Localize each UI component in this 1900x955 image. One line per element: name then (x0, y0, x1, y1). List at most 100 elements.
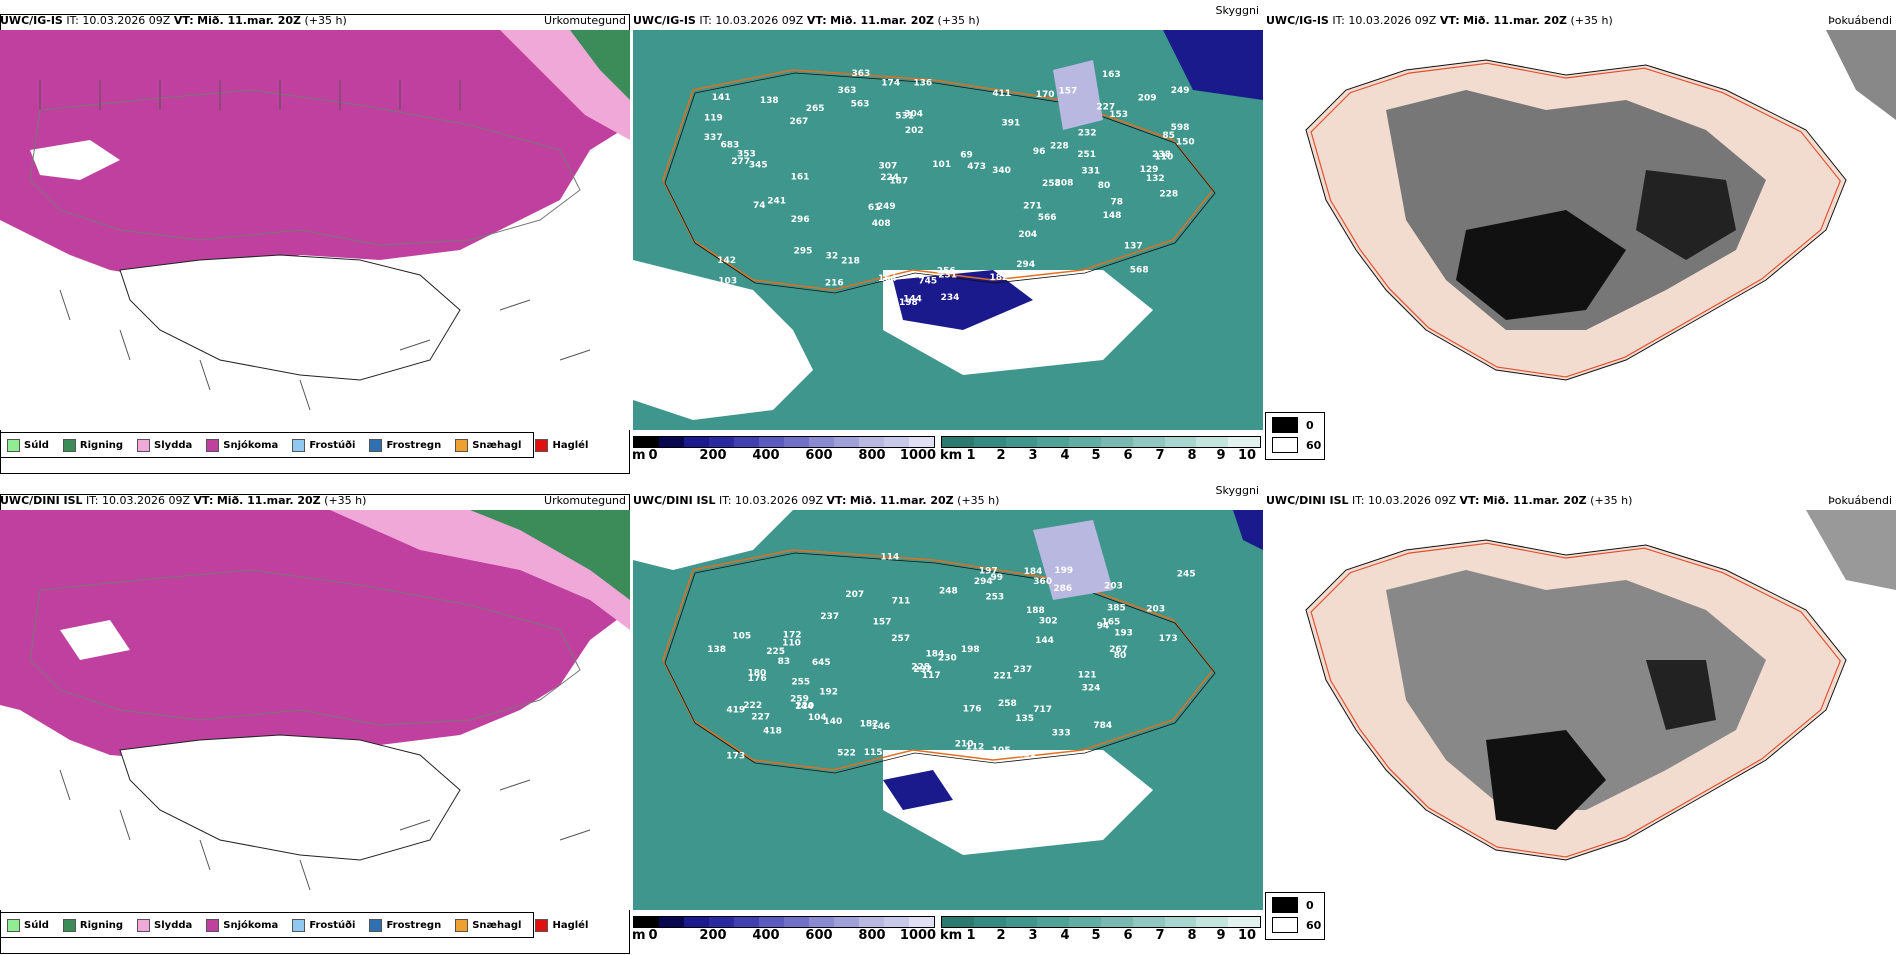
visibility-label: 172 (783, 630, 802, 640)
legend-item: Slydda (137, 438, 192, 452)
scale-ticks: 0 200 400 600 800 1000 (633, 448, 936, 464)
model-name: UWC/IG-IS (1266, 14, 1329, 27)
precip-map-svg (0, 510, 630, 910)
legend-item: Haglél (535, 918, 588, 932)
visibility-label: 182 (860, 719, 879, 729)
panel-header: UWC/DINI ISL IT: 10.03.2026 09Z VT: Mið.… (0, 494, 632, 508)
visibility-label: 253 (985, 593, 1004, 603)
visibility-label: 173 (1159, 634, 1178, 644)
visibility-label: 170 (1036, 90, 1055, 100)
visibility-label: 711 (892, 597, 911, 607)
legend-swatch (206, 438, 220, 452)
km-colorbar (941, 916, 1261, 928)
visibility-label: 419 (726, 706, 745, 716)
scale-tick: 6 (1123, 448, 1133, 463)
visibility-label: 144 (903, 294, 922, 304)
lead-time: (+35 h) (937, 14, 980, 27)
visibility-label: 119 (704, 114, 723, 124)
panel-header: UWC/IG-IS IT: 10.03.2026 09Z VT: Mið. 11… (0, 14, 632, 28)
visibility-label: 141 (712, 93, 731, 103)
visibility-label: 302 (1039, 616, 1058, 626)
model-name: UWC/IG-IS (0, 14, 63, 27)
visibility-label: 182 (990, 273, 1009, 283)
visibility-map: 568 353 209 224 391 238 161 363 228 142 295 202 408 4… (633, 30, 1263, 430)
panel-header: UWC/DINI ISL IT: 10.03.2026 09Z VT: Mið.… (633, 484, 1265, 508)
legend-swatch (7, 918, 20, 932)
legend-swatch (369, 438, 383, 452)
visibility-label: 146 (871, 722, 890, 732)
precip-map-svg (0, 30, 630, 430)
panel-title: Þokuábendi (1828, 494, 1892, 507)
visibility-label: 69 (960, 151, 973, 161)
scale-tick: 0 (648, 448, 658, 463)
scale-unit: m (632, 928, 646, 943)
visibility-label: 645 (812, 658, 831, 668)
lead-time: (+35 h) (957, 494, 1000, 507)
legend-item: Frostúði (292, 918, 355, 932)
precip-type-panel: UWC/DINI ISL IT: 10.03.2026 09Z VT: Mið.… (0, 480, 632, 955)
scale-tick: 4 (1060, 928, 1070, 943)
visibility-label: 105 (992, 746, 1011, 756)
visibility-labels: 418 199 227 645 188 255 220 385 302 198 135 117 114 7… (707, 552, 1195, 781)
scale-tick: 9 (1216, 448, 1226, 463)
visibility-label: 232 (1078, 129, 1097, 139)
visibility-label: 198 (961, 645, 980, 655)
visibility-label: 80 (1114, 651, 1127, 661)
lead-time: (+35 h) (304, 14, 347, 27)
precip-legend: Súld Rigning Slydda Snjókoma Frostúði Fr… (0, 432, 588, 458)
vt-value: Mið. 11.mar. 20Z (216, 494, 321, 507)
visibility-label: 115 (864, 748, 883, 758)
visibility-label: 112 (966, 743, 985, 753)
scale-tick: 400 (752, 448, 780, 463)
visibility-label: 216 (825, 279, 844, 289)
scale-tick: 7 (1155, 928, 1165, 943)
visibility-map: 418 199 227 645 188 255 220 385 302 198 135 117 114 7… (633, 510, 1263, 910)
visibility-label: 157 (1059, 87, 1078, 97)
visibility-label: 717 (1033, 705, 1052, 715)
visibility-label: 385 (1107, 603, 1126, 613)
visibility-label: 295 (794, 247, 813, 257)
scale-tick: 5 (1091, 928, 1101, 943)
model-name: UWC/IG-IS (633, 14, 696, 27)
visibility-label: 251 (1077, 150, 1096, 160)
visibility-label: 184 (926, 649, 945, 659)
visibility-label: 227 (751, 713, 770, 723)
vt-value: Mið. 11.mar. 20Z (1463, 14, 1567, 27)
legend-item: 0 (1272, 417, 1314, 433)
legend-item: Súld (7, 918, 49, 932)
visibility-label: 308 (1055, 178, 1074, 188)
height-scalebar: m 0 200 400 600 800 1000 (632, 436, 936, 474)
panel-title: Úrkomutegund (544, 14, 626, 27)
legend-swatch (206, 918, 220, 932)
fog-map (1266, 510, 1896, 910)
visibility-label: 132 (1146, 174, 1165, 184)
vt-value: Mið. 11.mar. 20Z (830, 14, 934, 27)
legend-item: Frostregn (369, 918, 441, 932)
visibility-label: 473 (967, 162, 986, 172)
legend-swatch (535, 438, 549, 452)
visibility-label: 340 (992, 166, 1011, 176)
visibility-label: 345 (749, 161, 768, 171)
legend-item: Snjókoma (206, 438, 278, 452)
visibility-label: 363 (838, 86, 857, 96)
it-label: IT: (699, 14, 712, 27)
visibility-label: 231 (938, 271, 957, 281)
visibility-label: 110 (1155, 152, 1174, 162)
vt-value: Mið. 11.mar. 20Z (197, 14, 301, 27)
visibility-label: 140 (824, 717, 843, 727)
scale-unit: m (632, 448, 646, 463)
visibility-label: 221 (993, 672, 1012, 682)
legend-item: Haglél (535, 438, 588, 452)
visibility-label: 353 (737, 150, 756, 160)
legend-swatch (292, 438, 306, 452)
visibility-label: 784 (1093, 721, 1112, 731)
visibility-label: 258 (998, 699, 1017, 709)
legend-item: Snæhagl (455, 438, 521, 452)
legend-item: Snæhagl (455, 918, 521, 932)
legend-swatch (455, 438, 469, 452)
visibility-label: 105 (732, 632, 751, 642)
scale-tick: 2 (996, 448, 1006, 463)
it-label: IT: (1352, 494, 1365, 507)
precip-map (0, 30, 630, 430)
visibility-label: 227 (1096, 103, 1115, 113)
